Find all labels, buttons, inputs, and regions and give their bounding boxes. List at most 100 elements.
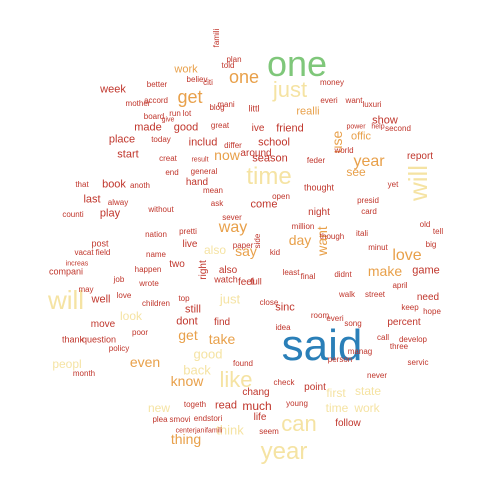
cloud-word: anoth — [129, 181, 151, 190]
cloud-word: year — [260, 438, 308, 465]
cloud-word: second — [385, 124, 411, 133]
cloud-word: minut — [368, 243, 388, 252]
cloud-word: world — [334, 146, 354, 155]
cloud-word: job — [113, 275, 125, 284]
cloud-word: increas — [65, 260, 89, 268]
cloud-word: smovi — [169, 415, 191, 424]
cloud-word: nation — [145, 230, 167, 239]
cloud-word: never — [366, 371, 388, 380]
cloud-word: good — [193, 346, 223, 362]
cloud-word: year — [353, 153, 385, 170]
cloud-word: week — [100, 83, 126, 96]
cloud-word: one — [266, 43, 328, 84]
cloud-word: mani — [217, 100, 235, 109]
cloud-word: friend — [276, 122, 304, 135]
cloud-word: report — [406, 151, 434, 162]
cloud-word: even — [129, 354, 161, 370]
cloud-word: board — [143, 112, 165, 121]
cloud-word: point — [304, 382, 326, 393]
cloud-word: itali — [355, 229, 369, 238]
cloud-word: togeth — [183, 400, 207, 409]
cloud-word: come — [250, 198, 278, 211]
cloud-word: hand — [185, 177, 209, 188]
cloud-word: question — [81, 334, 117, 345]
cloud-word: happen — [134, 265, 162, 274]
cloud-word: includ — [188, 136, 218, 149]
cloud-word: night — [308, 207, 330, 218]
cloud-word: also — [203, 243, 227, 257]
cloud-word: day — [288, 232, 312, 248]
cloud-word: centerjanifamili — [175, 427, 223, 435]
cloud-word: card — [361, 207, 377, 216]
cloud-word: hope — [423, 307, 441, 316]
cloud-word: good — [173, 121, 199, 134]
cloud-word: plan — [226, 55, 242, 64]
cloud-word: love — [116, 291, 132, 300]
cloud-word: now — [214, 147, 240, 163]
cloud-word: said — [281, 321, 363, 370]
cloud-word: song — [344, 319, 362, 328]
cloud-word: read — [214, 399, 238, 412]
cloud-word: name — [145, 250, 167, 259]
cloud-word: life — [253, 412, 267, 423]
cloud-word: realli — [296, 105, 320, 118]
cloud-word: time — [246, 163, 292, 190]
cloud-word: still — [185, 303, 201, 316]
cloud-word: today — [151, 135, 171, 144]
cloud-word: tell — [432, 227, 444, 236]
cloud-word: creat — [159, 154, 177, 163]
cloud-word: feel — [237, 277, 255, 288]
cloud-word: paper — [232, 241, 254, 250]
cloud-word: children — [141, 299, 171, 308]
cloud-word: see — [346, 165, 366, 179]
cloud-word: take — [208, 331, 236, 347]
cloud-word: ive — [251, 123, 265, 134]
cloud-word: result — [191, 156, 209, 164]
cloud-word: play — [99, 207, 121, 220]
cloud-word: also — [218, 265, 238, 276]
cloud-word: manag — [347, 347, 373, 356]
cloud-word: chang — [242, 387, 270, 398]
cloud-word: offic — [351, 130, 371, 143]
cloud-word: mother — [125, 99, 151, 108]
cloud-word: last — [83, 193, 101, 206]
cloud-word: field — [95, 248, 111, 257]
cloud-word: believ — [186, 75, 208, 84]
cloud-word: start — [117, 148, 139, 161]
cloud-word: keep — [401, 303, 419, 312]
cloud-word: general — [190, 167, 218, 176]
cloud-word: room — [310, 311, 330, 320]
cloud-word: everi — [326, 314, 344, 323]
cloud-word: find — [213, 317, 231, 328]
cloud-word: want — [314, 226, 330, 256]
cloud-word: make — [367, 263, 403, 279]
cloud-word: peopl — [52, 357, 82, 371]
cloud-word: month — [72, 369, 96, 378]
cloud-word: three — [389, 342, 409, 351]
cloud-word: everi — [320, 96, 338, 105]
cloud-word: walk — [338, 290, 356, 299]
cloud-word: accord — [143, 96, 169, 105]
cloud-word: better — [146, 80, 168, 89]
cloud-word: money — [319, 78, 345, 87]
cloud-word: mean — [202, 186, 224, 195]
cloud-word: littl — [248, 103, 260, 114]
cloud-word: open — [272, 192, 290, 201]
cloud-word: ask — [210, 199, 224, 208]
cloud-word: give — [161, 116, 175, 124]
cloud-word: blog — [209, 103, 225, 112]
cloud-word: didnt — [334, 270, 352, 279]
cloud-word: one — [228, 67, 260, 87]
cloud-word: pretti — [179, 227, 197, 236]
cloud-word: may — [78, 285, 94, 294]
cloud-word: like — [219, 367, 253, 392]
cloud-word: right — [198, 260, 209, 280]
cloud-word: much — [242, 399, 272, 413]
cloud-word: close — [259, 298, 279, 307]
cloud-word: great — [210, 121, 230, 130]
cloud-word: move — [90, 319, 116, 330]
cloud-word: call — [376, 333, 390, 342]
cloud-word: look — [119, 309, 143, 323]
cloud-word: famili — [212, 28, 221, 48]
